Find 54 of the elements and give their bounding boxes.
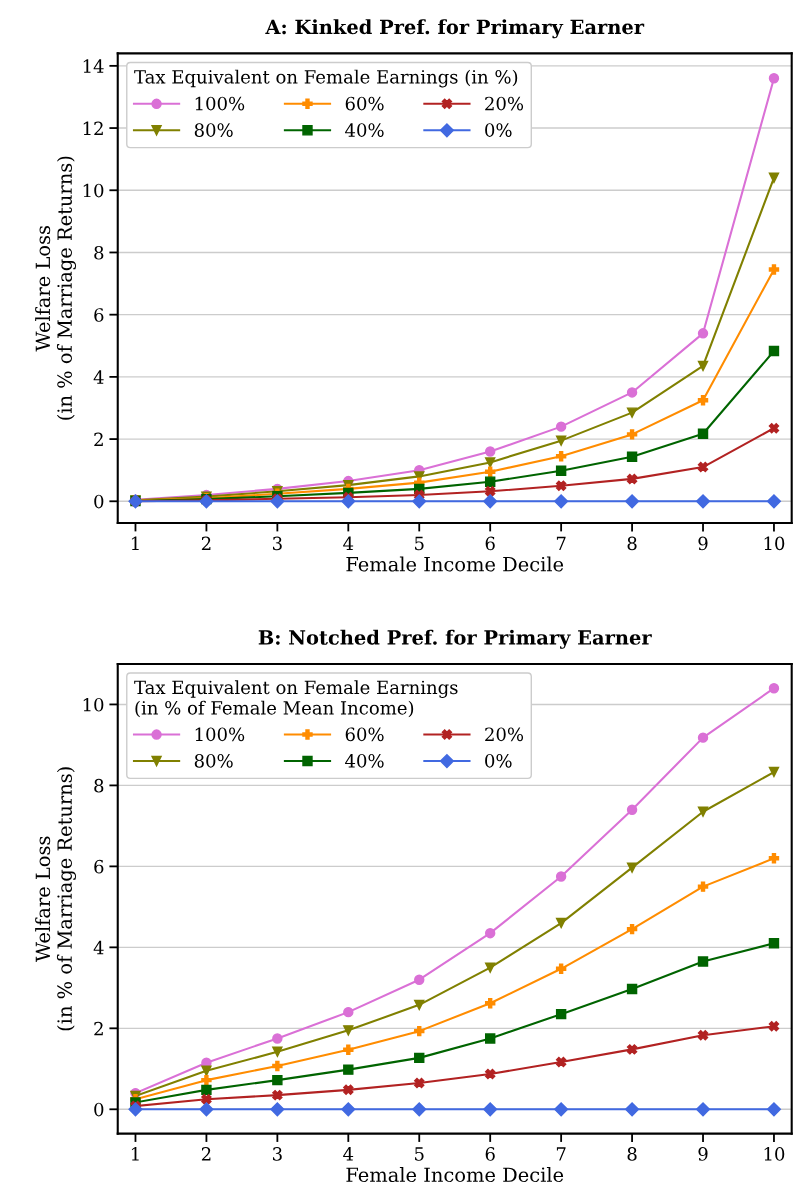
x-tick-label: 7 bbox=[556, 536, 566, 550]
y-tick-label: 8 bbox=[94, 778, 104, 793]
y-tick-label: 2 bbox=[94, 432, 103, 446]
y-tick-label: 14 bbox=[83, 59, 104, 73]
x-tick-label: 8 bbox=[627, 1147, 637, 1161]
legend-label: 0% bbox=[485, 123, 512, 137]
x-tick-label: 6 bbox=[485, 1147, 495, 1161]
legend-label: 60% bbox=[345, 727, 384, 742]
x-tick-label: 1 bbox=[131, 536, 139, 550]
y-tick-label: 12 bbox=[83, 121, 103, 135]
x-tick-label: 9 bbox=[698, 536, 708, 551]
y-tick-label: 10 bbox=[83, 697, 104, 712]
x-tick-label: 4 bbox=[343, 536, 354, 550]
y-tick-label: 2 bbox=[94, 1021, 103, 1036]
legend-label: 40% bbox=[345, 753, 384, 768]
y-tick-label: 0 bbox=[94, 1102, 104, 1117]
legend-title: Tax Equivalent on Female Earnings (in %) bbox=[134, 69, 518, 88]
legend-label: 20% bbox=[485, 727, 524, 742]
x-tick-label: 10 bbox=[764, 1147, 785, 1161]
legend-label: 100% bbox=[195, 96, 245, 111]
legend-label: 40% bbox=[345, 123, 384, 137]
y-axis-title: Welfare Loss (in % of Marriage Returns) bbox=[35, 156, 77, 420]
y-tick-label: 0 bbox=[94, 494, 104, 509]
x-tick-label: 6 bbox=[485, 536, 495, 551]
x-tick-label: 9 bbox=[698, 1147, 708, 1161]
legend-title: Tax Equivalent on Female Earnings (in % of Female Mean Income) bbox=[134, 680, 458, 718]
legend-label: 20% bbox=[485, 96, 524, 111]
chart-title: B: Notched Pref. for Primary Earner bbox=[258, 629, 652, 649]
chart-title: A: Kinked Pref. for Primary Earner bbox=[265, 19, 645, 39]
x-tick-label: 1 bbox=[131, 1147, 139, 1161]
x-tick-label: 5 bbox=[415, 536, 424, 551]
x-tick-label: 8 bbox=[627, 536, 637, 551]
y-tick-label: 10 bbox=[83, 183, 104, 198]
y-tick-label: 4 bbox=[93, 940, 104, 955]
legend-label: 60% bbox=[345, 96, 384, 111]
y-tick-label: 4 bbox=[93, 370, 104, 384]
legend-label: 80% bbox=[194, 123, 233, 137]
x-tick-label: 4 bbox=[343, 1147, 354, 1161]
x-axis-title: Female Income Decile bbox=[346, 556, 564, 572]
x-tick-label: 5 bbox=[415, 1147, 424, 1161]
x-tick-label: 10 bbox=[764, 536, 785, 551]
legend-label: 80% bbox=[194, 753, 233, 768]
y-tick-label: 8 bbox=[94, 245, 104, 260]
x-tick-label: 2 bbox=[201, 1147, 211, 1161]
y-axis-title: Welfare Loss (in % of Marriage Returns) bbox=[35, 767, 77, 1031]
x-axis-title: Female Income Decile bbox=[346, 1167, 564, 1183]
x-tick-label: 3 bbox=[272, 536, 282, 551]
y-tick-label: 6 bbox=[94, 308, 104, 322]
x-tick-label: 7 bbox=[556, 1147, 566, 1161]
x-tick-label: 3 bbox=[272, 1147, 282, 1161]
x-tick-label: 2 bbox=[201, 536, 211, 550]
legend-label: 100% bbox=[195, 727, 245, 742]
legend-label: 0% bbox=[485, 753, 512, 768]
y-tick-label: 6 bbox=[94, 859, 104, 874]
